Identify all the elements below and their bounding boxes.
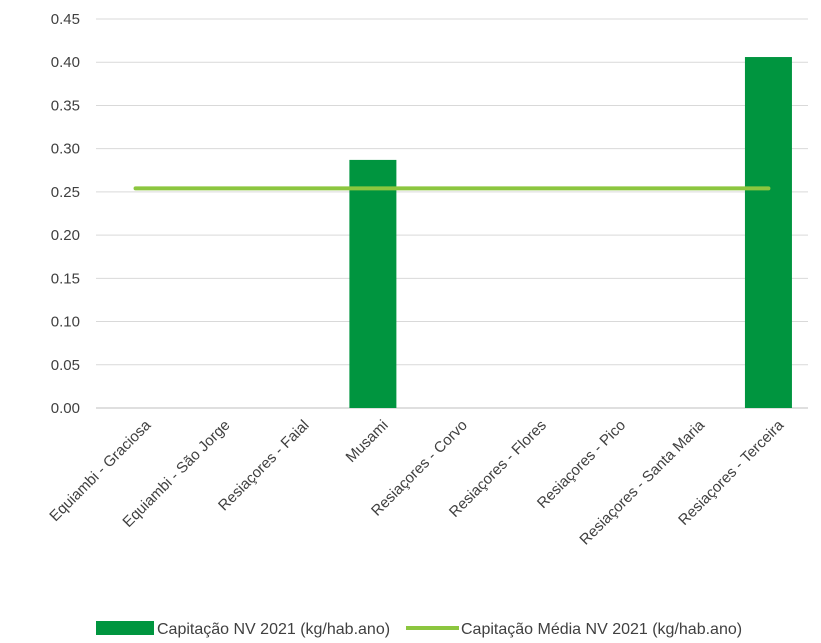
y-tick-label: 0.40 xyxy=(51,54,80,71)
y-tick-label: 0.45 xyxy=(51,11,80,28)
legend: Capitação NV 2021 (kg/hab.ano) Capitação … xyxy=(96,621,742,638)
y-tick-label: 0.10 xyxy=(51,314,80,331)
y-tick-label: 0.05 xyxy=(51,357,80,374)
y-tick-label: 0.20 xyxy=(51,227,80,244)
y-axis: 0.00 0.05 0.10 0.15 0.20 0.25 0.30 0.35 0.40 0.45 xyxy=(51,11,80,417)
y-tick-label: 0.15 xyxy=(51,270,80,287)
legend-line-label: Capitação Média NV 2021 (kg/hab.ano) xyxy=(461,621,742,638)
y-tick-label: 0.30 xyxy=(51,141,80,158)
gridlines xyxy=(96,18,808,409)
x-tick-label: Musami xyxy=(343,417,392,466)
bar xyxy=(349,159,397,408)
y-tick-label: 0.35 xyxy=(51,97,80,114)
legend-bar-swatch xyxy=(96,621,154,635)
y-tick-label: 0.25 xyxy=(51,184,80,201)
y-tick-label: 0.00 xyxy=(51,400,80,417)
bar xyxy=(744,57,792,409)
bar-series xyxy=(349,57,792,409)
legend-bar-label: Capitação NV 2021 (kg/hab.ano) xyxy=(157,621,390,638)
